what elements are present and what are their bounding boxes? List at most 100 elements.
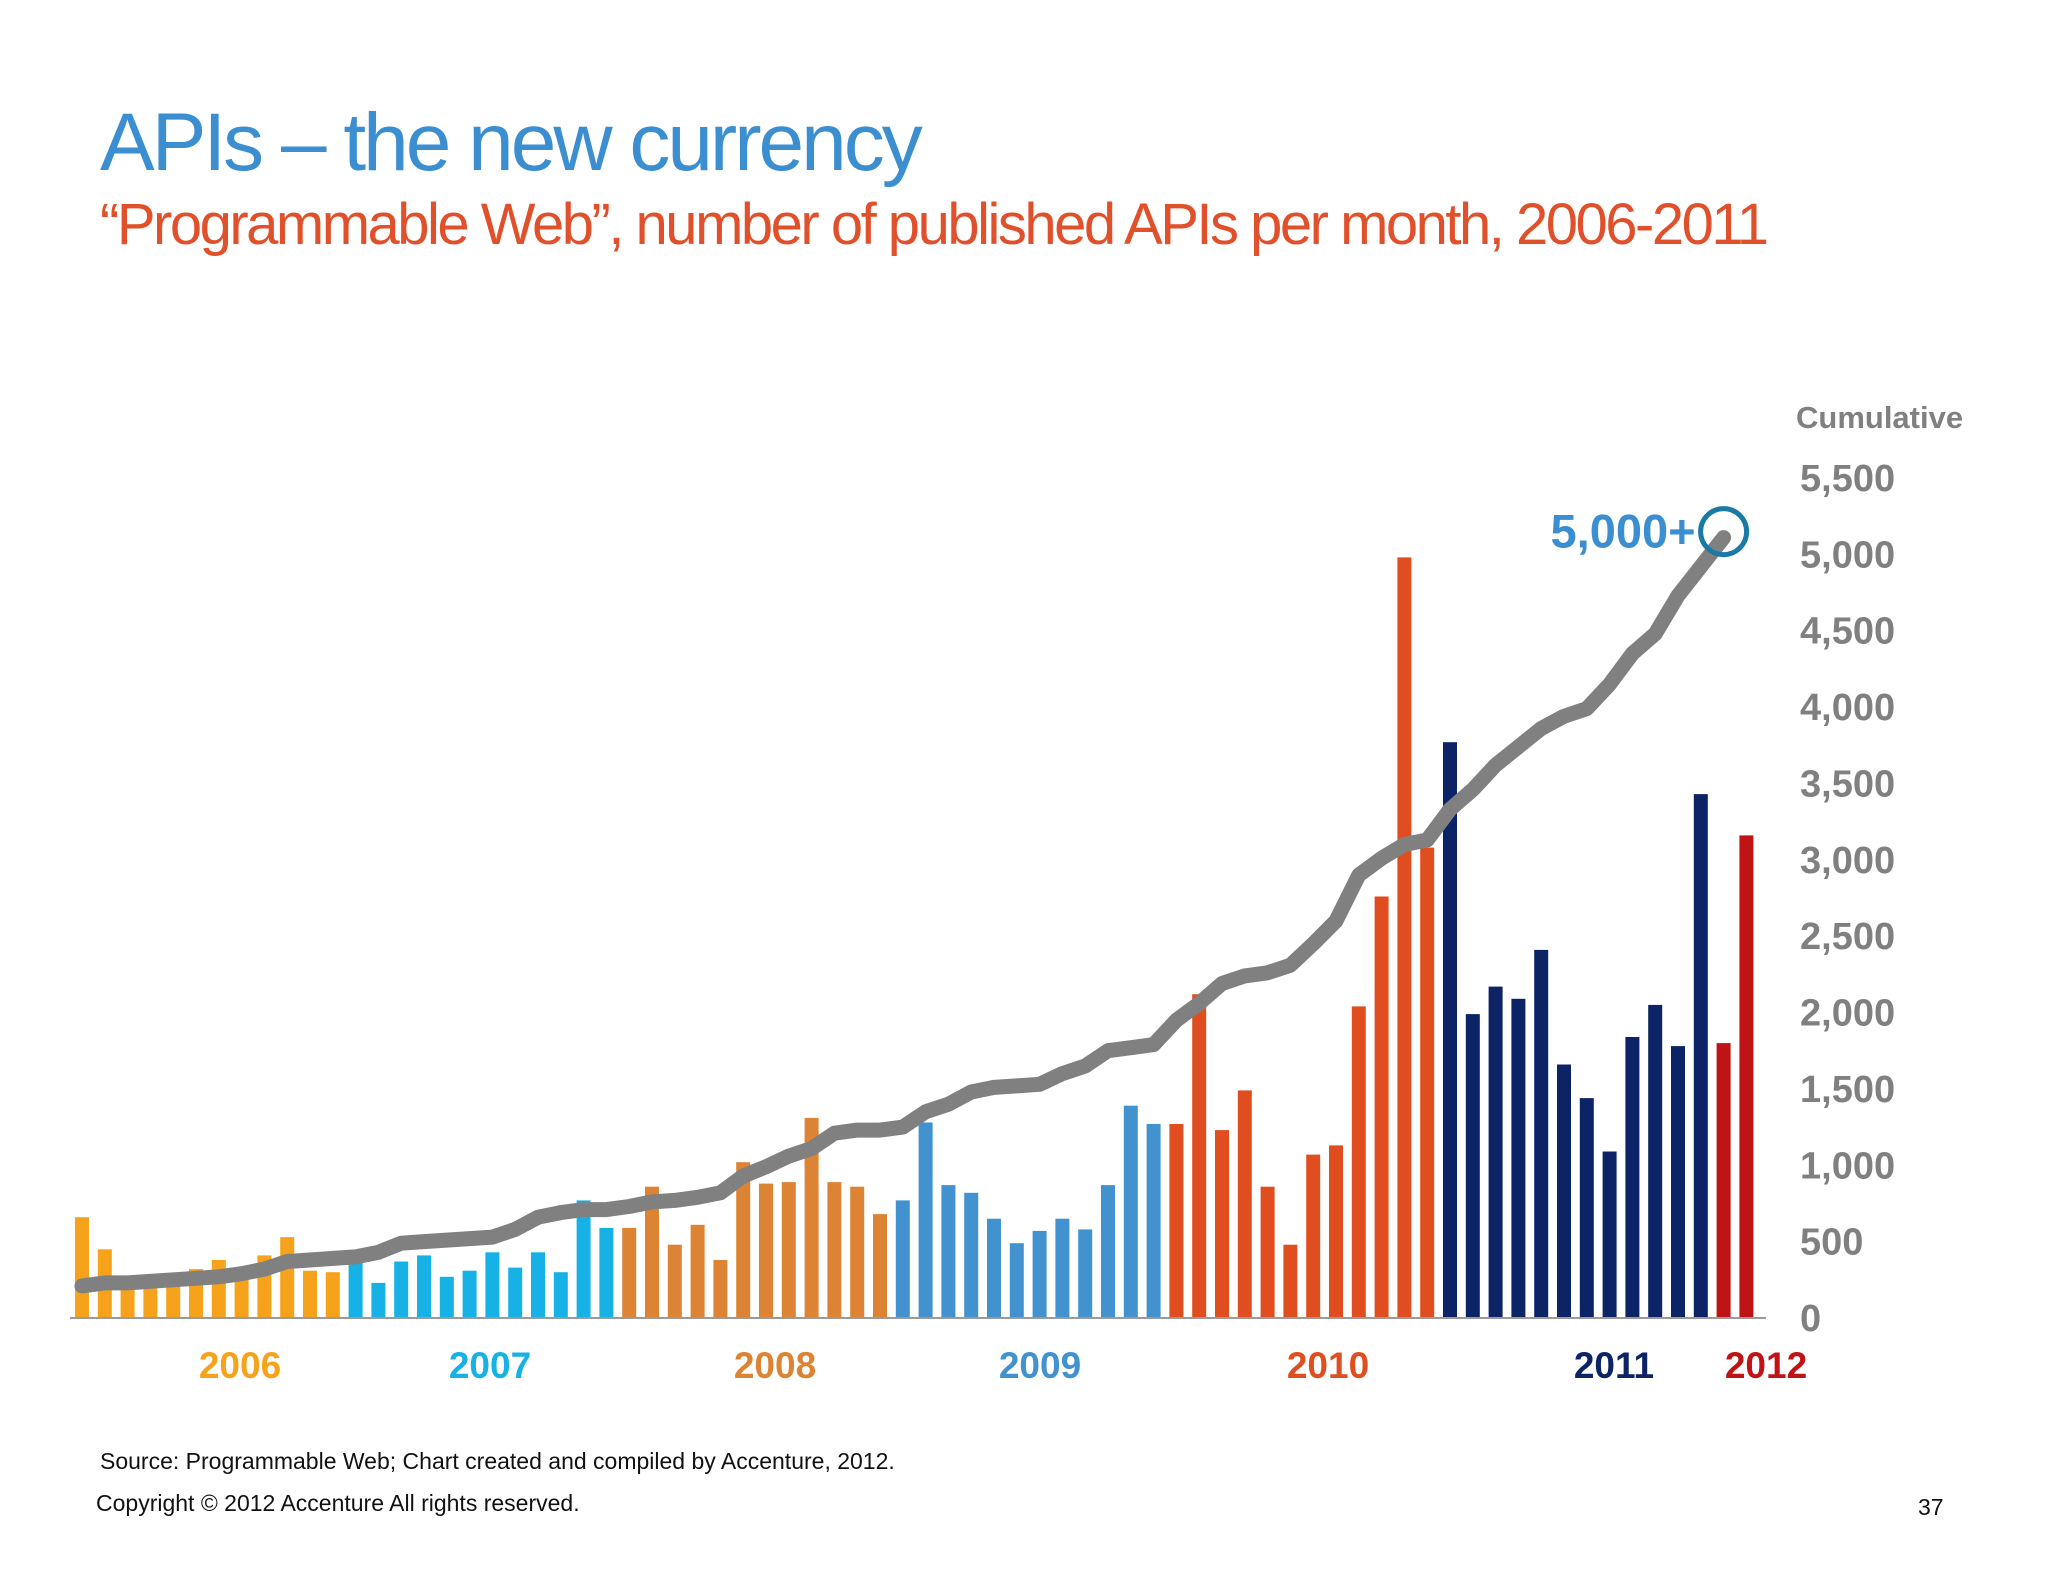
bar-month-48 (1146, 1124, 1161, 1318)
bar-month-22 (553, 1272, 568, 1318)
bar-month-16 (417, 1255, 431, 1318)
bar-month-29 (713, 1260, 728, 1318)
bar-month-65 (1534, 949, 1549, 1318)
bar-month-10 (280, 1237, 295, 1318)
bar-month-23 (576, 1200, 591, 1318)
page-number: 37 (1918, 1494, 1944, 1520)
slide-title: APIs – the new currency (100, 97, 923, 188)
bar-month-25 (622, 1227, 637, 1318)
year-label-2009: 2009 (999, 1345, 1081, 1386)
bar-month-17 (439, 1276, 454, 1318)
bar-month-20 (508, 1267, 523, 1318)
bar-month-32 (781, 1182, 796, 1318)
bar-month-74 (1739, 835, 1754, 1318)
bar-month-41 (987, 1218, 1001, 1318)
bar-month-27 (667, 1244, 682, 1318)
bar-month-64 (1511, 998, 1526, 1318)
bar-month-44 (1055, 1218, 1070, 1318)
bar-month-57 (1351, 1006, 1366, 1318)
cumulative-line (74, 530, 1732, 1294)
year-label-2010: 2010 (1287, 1345, 1369, 1386)
y-tick-label: 1,500 (1800, 1069, 1895, 1111)
bar-month-36 (873, 1214, 887, 1318)
bar-month-33 (804, 1117, 819, 1318)
bar-month-54 (1283, 1244, 1298, 1318)
bar-month-26 (645, 1186, 659, 1318)
bar-month-60 (1420, 847, 1435, 1318)
bar-month-15 (394, 1261, 409, 1318)
bar-month-5 (166, 1282, 181, 1318)
bar-month-55 (1306, 1154, 1321, 1318)
bar-month-40 (964, 1192, 979, 1318)
bar-month-4 (143, 1287, 158, 1318)
bar-month-31 (759, 1183, 773, 1318)
bar-month-8 (234, 1275, 249, 1318)
year-label-2008: 2008 (734, 1345, 816, 1386)
bar-month-43 (1032, 1230, 1047, 1318)
y-tick-label: 4,000 (1800, 687, 1895, 729)
bar-month-59 (1397, 557, 1412, 1318)
year-labels: 2006 2007 2008 2009 2010 2011 2012 (199, 1345, 1807, 1386)
bar-month-73 (1716, 1043, 1731, 1318)
bar-month-34 (827, 1182, 842, 1318)
bar-month-72 (1693, 794, 1708, 1318)
bar-month-11 (303, 1270, 317, 1318)
bar-month-63 (1488, 986, 1503, 1318)
y-tick-label: 2,000 (1800, 993, 1895, 1035)
bar-month-28 (690, 1224, 705, 1318)
year-label-2007: 2007 (449, 1345, 531, 1386)
bar-month-46 (1101, 1185, 1115, 1318)
api-growth-chart: 5,000+ Cumulative 0 500 1,000 1,500 2,000 2,5… (70, 400, 1963, 1386)
slide-subtitle: “Programmable Web”, number of published … (100, 192, 1769, 257)
y-axis-ticks: 0 500 1,000 1,500 2,000 2,500 3,000 3,500 4,000 4… (1800, 458, 1895, 1340)
bar-month-13 (348, 1260, 363, 1318)
bar-month-66 (1557, 1064, 1571, 1318)
y-axis-title: Cumulative (1796, 400, 1963, 435)
year-label-2011: 2011 (1574, 1345, 1654, 1386)
bar-month-70 (1648, 1004, 1663, 1318)
bar-month-19 (485, 1252, 500, 1318)
callout-circle (1698, 506, 1750, 558)
bar-month-51 (1215, 1130, 1229, 1318)
y-tick-label: 500 (1800, 1222, 1863, 1264)
bar-month-39 (941, 1185, 956, 1318)
bar-month-47 (1123, 1105, 1138, 1318)
bar-month-52 (1237, 1090, 1252, 1318)
bar-month-30 (736, 1162, 751, 1318)
source-note: Source: Programmable Web; Chart created … (100, 1448, 895, 1474)
bar-month-35 (850, 1186, 865, 1318)
bar-month-62 (1465, 1014, 1480, 1318)
y-tick-label: 4,500 (1800, 611, 1895, 653)
bar-month-45 (1078, 1229, 1093, 1318)
y-tick-label: 5,000 (1800, 534, 1895, 576)
bar-month-68 (1602, 1151, 1617, 1318)
callout-label: 5,000+ (1551, 505, 1696, 558)
year-label-2006: 2006 (199, 1345, 281, 1386)
monthly-bars (75, 557, 1754, 1318)
bar-month-24 (599, 1227, 614, 1318)
bar-month-50 (1192, 994, 1207, 1318)
bar-month-3 (120, 1282, 135, 1318)
bar-month-14 (371, 1282, 386, 1318)
y-tick-label: 5,500 (1800, 458, 1895, 500)
bar-month-71 (1671, 1046, 1685, 1318)
bar-month-49 (1169, 1124, 1184, 1318)
bar-month-67 (1579, 1098, 1594, 1318)
copyright-note: Copyright © 2012 Accenture All rights re… (96, 1490, 580, 1516)
bar-month-18 (462, 1270, 477, 1318)
bar-month-1 (75, 1217, 89, 1318)
bar-month-12 (325, 1272, 340, 1318)
y-tick-label: 3,000 (1800, 840, 1895, 882)
bar-month-21 (531, 1252, 545, 1318)
y-tick-label: 3,500 (1800, 764, 1895, 806)
bar-month-42 (1009, 1243, 1024, 1318)
y-tick-label: 2,500 (1800, 916, 1895, 958)
bar-month-69 (1625, 1037, 1640, 1318)
year-label-2012: 2012 (1725, 1345, 1807, 1386)
bar-month-53 (1260, 1186, 1275, 1318)
bar-month-56 (1329, 1145, 1343, 1318)
bar-month-38 (918, 1122, 933, 1318)
y-tick-label: 0 (1800, 1298, 1821, 1340)
bar-month-58 (1374, 896, 1389, 1318)
bar-month-61 (1443, 742, 1457, 1318)
